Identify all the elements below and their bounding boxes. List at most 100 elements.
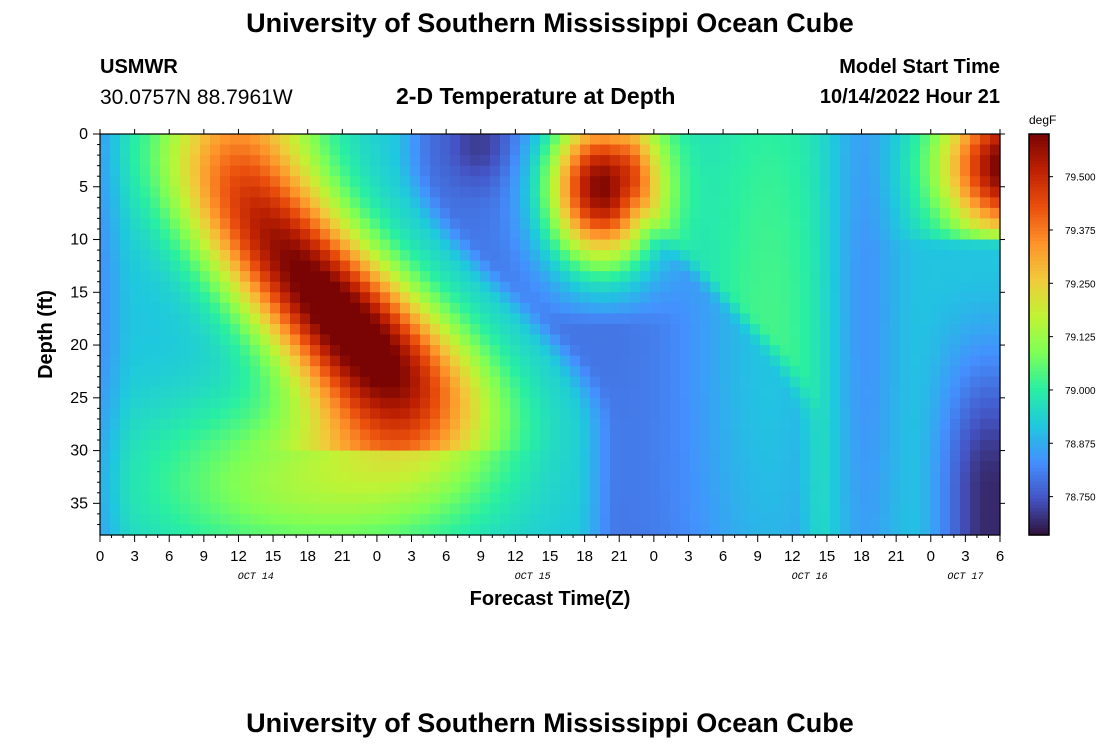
heatmap-cell <box>700 524 711 536</box>
heatmap-cell <box>450 397 461 409</box>
heatmap-cell <box>280 492 291 504</box>
heatmap-cell <box>990 397 1001 409</box>
heatmap-cell <box>870 366 881 378</box>
heatmap-cell <box>750 334 761 346</box>
heatmap-cell <box>320 176 331 188</box>
heatmap-cell <box>600 186 611 198</box>
heatmap-cell <box>850 387 861 399</box>
heatmap-cell <box>800 503 811 515</box>
heatmap-cell <box>590 345 601 357</box>
heatmap-cell <box>900 482 911 494</box>
heatmap-cell <box>580 408 591 420</box>
heatmap-cell <box>430 186 441 198</box>
heatmap-cell <box>180 155 191 167</box>
heatmap-cell <box>560 155 571 167</box>
heatmap-cell <box>290 260 301 272</box>
heatmap-cell <box>590 503 601 515</box>
heatmap-cell <box>970 228 981 241</box>
heatmap-cell <box>600 450 611 462</box>
heatmap-cell <box>110 345 121 357</box>
heatmap-cell <box>440 450 451 462</box>
heatmap-cell <box>460 461 471 473</box>
heatmap-cell <box>410 461 421 473</box>
colorbar-segment <box>1029 134 1049 138</box>
colorbar-segment <box>1029 364 1049 369</box>
heatmap-cell <box>580 450 591 462</box>
heatmap-cell <box>820 260 831 272</box>
colorbar-segment <box>1029 240 1049 245</box>
heatmap-cell <box>700 292 711 304</box>
colorbar-segment <box>1029 504 1049 509</box>
heatmap-cell <box>680 408 691 420</box>
heatmap-cell <box>650 408 661 420</box>
heatmap-cell <box>640 450 651 462</box>
heatmap-cell <box>260 334 271 346</box>
heatmap-cell <box>700 281 711 293</box>
heatmap-cell <box>910 376 921 388</box>
heatmap-cell <box>550 418 561 431</box>
heatmap-cell <box>740 228 751 241</box>
heatmap-cell <box>750 292 761 304</box>
heatmap-cell <box>940 482 951 494</box>
heatmap-cell <box>960 218 971 230</box>
heatmap-cell <box>480 176 491 188</box>
heatmap-cell <box>600 292 611 304</box>
heatmap-cell <box>400 313 411 325</box>
heatmap-cell <box>920 345 931 357</box>
heatmap-cell <box>610 144 621 156</box>
heatmap-cell <box>490 155 501 167</box>
heatmap-cell <box>380 186 391 198</box>
heatmap-cell <box>330 482 341 494</box>
heatmap-cell <box>160 450 171 462</box>
heatmap-cell <box>630 144 641 156</box>
heatmap-cell <box>770 176 781 188</box>
heatmap-cell <box>410 186 421 198</box>
heatmap-cell <box>420 239 431 251</box>
heatmap-cell <box>570 429 581 441</box>
x-tick-label: 6 <box>719 548 727 565</box>
heatmap-cell <box>310 397 321 409</box>
heatmap-cell <box>570 250 581 262</box>
heatmap-cell <box>660 345 671 357</box>
heatmap-cell <box>630 492 641 504</box>
heatmap-cell <box>120 450 131 462</box>
heatmap-cell <box>510 397 521 409</box>
heatmap-cell <box>200 492 211 504</box>
heatmap-cell <box>440 471 451 483</box>
heatmap-cell <box>730 313 741 325</box>
heatmap-cell <box>920 440 931 452</box>
heatmap-cell <box>770 387 781 399</box>
heatmap-cell <box>120 345 131 357</box>
heatmap-cell <box>720 345 731 357</box>
heatmap-cell <box>680 503 691 515</box>
heatmap-cell <box>750 197 761 209</box>
heatmap-cell <box>760 482 771 494</box>
y-tick-label: 15 <box>70 284 88 301</box>
heatmap-cell <box>490 482 501 494</box>
heatmap-cell <box>980 524 991 536</box>
heatmap-cell <box>510 323 521 336</box>
heatmap-cell <box>970 366 981 378</box>
heatmap-cell <box>100 492 111 504</box>
heatmap-cell <box>720 176 731 188</box>
heatmap-cell <box>910 165 921 177</box>
heatmap-cell <box>770 207 781 220</box>
heatmap-cell <box>980 376 991 388</box>
heatmap-cell <box>320 492 331 504</box>
heatmap-cell <box>210 482 221 494</box>
heatmap-cell <box>530 524 541 536</box>
heatmap-cell <box>580 228 591 241</box>
heatmap-cell <box>570 186 581 198</box>
heatmap-cell <box>570 524 581 536</box>
colorbar-tick-label: 79.375 <box>1065 226 1096 237</box>
heatmap-cell <box>950 482 961 494</box>
heatmap-cell <box>710 408 721 420</box>
heatmap-cell <box>120 503 131 515</box>
heatmap-cell <box>540 197 551 209</box>
heatmap-cell <box>900 418 911 431</box>
colorbar-segment <box>1029 341 1049 346</box>
heatmap-cell <box>130 165 141 177</box>
heatmap-cell <box>980 176 991 188</box>
heatmap-cell <box>350 461 361 473</box>
heatmap-cell <box>990 323 1001 336</box>
